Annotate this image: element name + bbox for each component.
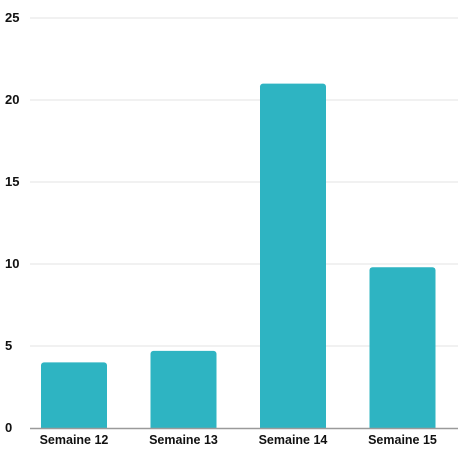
x-tick-label: Semaine 12 [40,433,109,447]
y-axis-ticks: 0 5 10 15 20 25 [5,10,19,435]
x-tick-label: Semaine 13 [149,433,218,447]
y-tick-label: 15 [5,174,19,189]
y-tick-label: 0 [5,420,12,435]
bars [41,83,436,428]
bar-semaine-15 [369,267,436,428]
y-tick-label: 25 [5,10,19,25]
bar-semaine-14 [260,83,326,428]
bar-base-semaine-15 [369,424,436,428]
bar-semaine-12 [41,362,107,428]
bar-base-semaine-13 [150,424,217,428]
x-tick-label: Semaine 15 [368,433,437,447]
x-axis-labels: Semaine 12 Semaine 13 Semaine 14 Semaine 15 [40,433,437,447]
bar-semaine-13 [150,350,217,428]
bar-base-semaine-14 [260,424,326,428]
y-tick-label: 20 [5,92,19,107]
y-tick-label: 5 [5,338,12,353]
bar-base-semaine-12 [41,424,107,428]
x-tick-label: Semaine 14 [259,433,328,447]
y-tick-label: 10 [5,256,19,271]
